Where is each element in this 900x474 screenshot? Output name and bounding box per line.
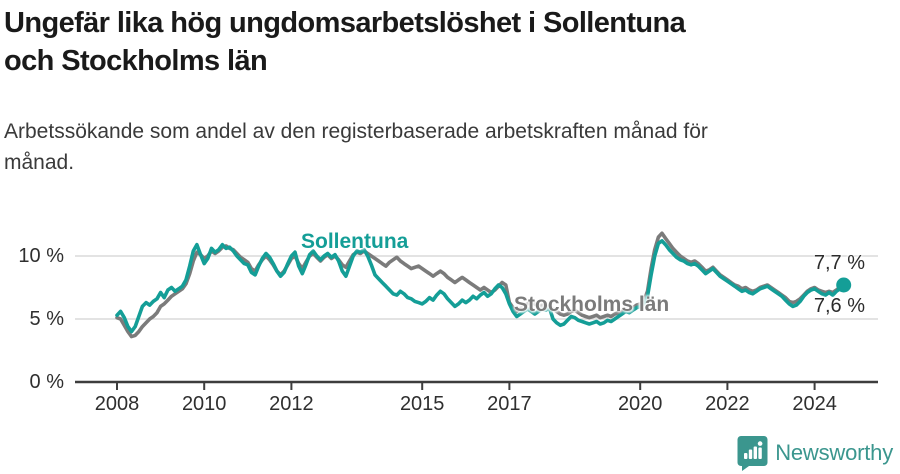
chart-subtitle: Arbetssökande som andel av den registerb… xyxy=(4,120,708,174)
x-axis-label-2020: 2020 xyxy=(617,393,663,415)
newsworthy-logo-icon xyxy=(737,435,768,471)
newsworthy-logo[interactable]: Newsworthy xyxy=(737,435,893,471)
series-label-stockholms-lan: Stockholms län xyxy=(514,293,670,316)
x-axis-label-2008: 2008 xyxy=(94,393,140,415)
x-axis-label-2012: 2012 xyxy=(269,393,314,415)
series-line-sollentuna xyxy=(115,239,846,334)
x-axis-label-2017: 2017 xyxy=(487,393,532,415)
y-axis-label-5: 5 % xyxy=(29,308,64,330)
chart-title: Ungefär lika hög ungdomsarbetslöshet i S… xyxy=(4,7,686,77)
series-end-dot-sollentuna xyxy=(836,277,852,293)
x-axis-label-2015: 2015 xyxy=(399,393,445,415)
end-value-label-stockholms-lan: 7,6 % xyxy=(813,295,865,317)
y-axis-label-10: 10 % xyxy=(18,245,64,267)
end-value-label-sollentuna: 7,7 % xyxy=(813,252,865,274)
newsworthy-wordmark: Newsworthy xyxy=(775,440,893,465)
x-axis-label-2022: 2022 xyxy=(705,393,750,415)
x-axis-label-2010: 2010 xyxy=(181,393,227,415)
series-label-sollentuna: Sollentuna xyxy=(301,230,409,253)
x-axis-label-2024: 2024 xyxy=(792,393,837,415)
y-axis-label-0: 0 % xyxy=(29,371,64,393)
